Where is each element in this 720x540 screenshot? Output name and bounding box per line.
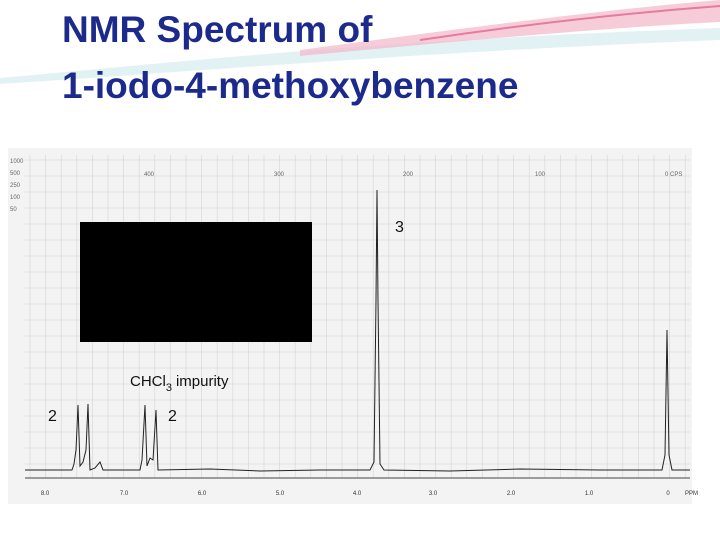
scale-label: 200 [403,172,414,178]
text: CHCl [130,373,166,390]
swoosh-line [419,5,720,41]
scale-label: 50 [10,207,17,213]
subscript: 3 [166,382,172,394]
ppm-label: PPM [685,491,698,497]
ppm-label: 1.0 [585,491,594,497]
spectrum-trace [25,189,690,472]
text: impurity [176,373,229,390]
title-line: 1-iodo-4-methoxybenzene [62,65,518,106]
peak-label: 2 [48,408,57,425]
ppm-label: 6.0 [198,491,207,497]
swoosh [0,28,720,84]
ppm-label: 5.0 [276,491,285,497]
ppm-label: 0 [666,491,670,497]
ppm-label: 4.0 [353,491,362,497]
scale-label: 500 [10,171,21,177]
scale-label: 400 [144,172,155,178]
scale-label: 0 CPS [665,172,682,178]
ppm-label: 8.0 [41,491,50,497]
ppm-label: 3.0 [429,491,438,497]
peak-label: 2 [168,408,177,425]
scale-label: 100 [10,195,21,201]
scale-label: 250 [10,183,21,189]
scale-label: 1000 [10,159,24,165]
redaction-box [80,222,312,342]
ppm-label: 7.0 [120,491,129,497]
impurity-label: CHCl3 impurity [130,373,229,394]
peak-label: 3 [395,219,404,236]
ppm-label: 2.0 [507,491,516,497]
scale-label: 300 [274,172,285,178]
title-line: NMR Spectrum of [62,9,373,50]
scale-label: 100 [535,172,546,178]
